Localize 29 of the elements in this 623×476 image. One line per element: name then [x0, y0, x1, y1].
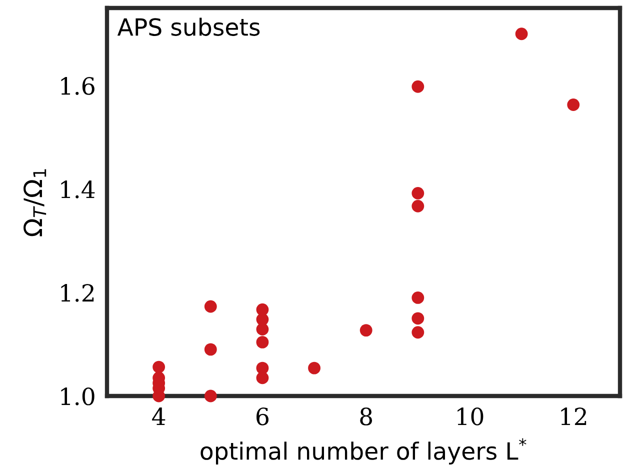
point: [204, 343, 217, 356]
x-tick-label: 10: [458, 408, 484, 426]
point: [204, 390, 217, 402]
y-tick-label: 1.4: [61, 180, 95, 198]
point: [412, 186, 424, 200]
point: [308, 362, 320, 374]
annotation: APS subsets: [117, 18, 260, 36]
x-tick-label: 4: [152, 408, 166, 426]
y-tick-label: 1.2: [61, 284, 94, 302]
point: [567, 98, 580, 111]
x-tick-label: 8: [360, 408, 372, 426]
point: [412, 291, 424, 304]
point: [360, 324, 372, 337]
point: [152, 360, 166, 374]
point: [515, 28, 528, 40]
point: [204, 300, 217, 313]
x-tick-label: 6: [256, 408, 268, 426]
y-axis-title: Ω$_{T}$/Ω$_{1}$: [24, 169, 46, 236]
x-tick-label: 12: [561, 408, 586, 426]
y-tick-label: 1.6: [61, 77, 94, 95]
x-axis-title: optimal number of layers L$^{*}$: [200, 438, 526, 465]
point: [256, 336, 269, 348]
y-tick-label: 1.0: [61, 387, 94, 406]
point: [412, 80, 424, 93]
point: [412, 312, 424, 325]
point: [412, 200, 424, 212]
point: [256, 323, 269, 336]
point: [412, 326, 424, 339]
point: [256, 372, 269, 384]
